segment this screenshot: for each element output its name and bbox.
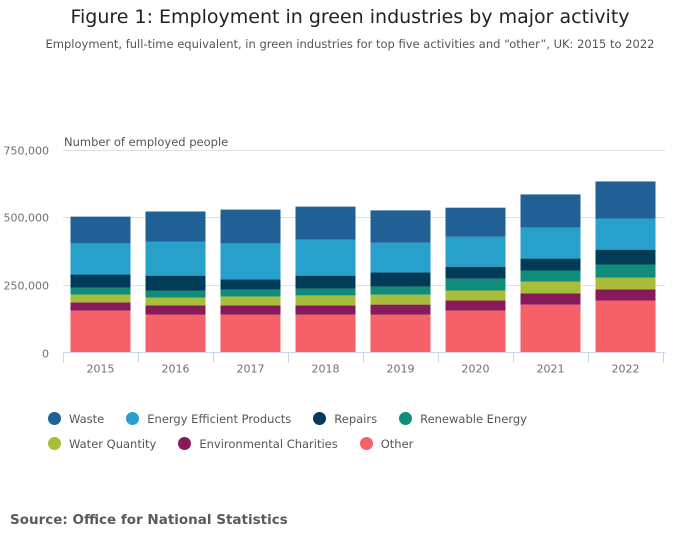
y-tick-label: 750,000 [4, 145, 50, 158]
legend-item-renewable-energy[interactable]: Renewable Energy [399, 406, 527, 431]
bar-segment-waste-2018[interactable] [295, 206, 356, 240]
x-axis: 2015 2016 2017 2018 2019 2020 2021 2022 [63, 352, 665, 376]
bar-segment-environmental-charities-2022[interactable] [595, 289, 656, 301]
legend-marker-icon [126, 412, 140, 425]
bar-segment-repairs-2021[interactable] [520, 258, 581, 271]
bar-segment-water-quantity-2022[interactable] [595, 277, 656, 290]
bar-segment-other-2015[interactable] [70, 310, 131, 353]
bar-segment-other-2017[interactable] [220, 314, 281, 353]
legend-item-other[interactable]: Other [359, 431, 414, 456]
legend-marker-icon [359, 437, 373, 450]
bar-segment-renewable-energy-2018[interactable] [295, 288, 356, 296]
legend-marker-icon [48, 437, 61, 450]
x-tick-label: 2020 [462, 363, 490, 376]
bar-segment-environmental-charities-2018[interactable] [295, 305, 356, 315]
y-axis-ticks: 0 250,000 500,000 750,000 [4, 145, 50, 361]
bar-segment-other-2019[interactable] [370, 314, 431, 353]
chart-subtitle: Employment, full-time equivalent, in gre… [45, 37, 655, 51]
x-tick-label: 2015 [87, 363, 115, 376]
bar-segment-other-2018[interactable] [295, 314, 356, 353]
bar-segment-environmental-charities-2016[interactable] [145, 305, 206, 315]
legend-item-water-quantity[interactable]: Water Quantity [48, 431, 156, 456]
y-axis-label: Number of employed people [64, 135, 229, 149]
legend-label: Waste [69, 411, 105, 426]
x-tick-label: 2022 [612, 363, 640, 376]
bar-segment-environmental-charities-2019[interactable] [370, 304, 431, 315]
bar-segment-waste-2019[interactable] [370, 210, 431, 243]
bar-segment-energy-efficient-products-2016[interactable] [145, 241, 206, 276]
legend-label: Other [380, 436, 414, 451]
bar-segment-other-2016[interactable] [145, 314, 206, 353]
legend-item-repairs[interactable]: Repairs [313, 406, 377, 431]
legend-label: Water Quantity [69, 436, 157, 451]
x-tick-label: 2018 [312, 363, 340, 376]
bar-segment-waste-2015[interactable] [70, 216, 131, 244]
bar-segment-renewable-energy-2021[interactable] [520, 270, 581, 282]
bar-segment-renewable-energy-2020[interactable] [445, 278, 506, 291]
bar-segment-repairs-2016[interactable] [145, 275, 206, 291]
x-tick-label: 2017 [237, 363, 265, 376]
legend-marker-icon [399, 412, 413, 425]
bar-segment-repairs-2018[interactable] [295, 275, 356, 289]
bar-segment-repairs-2019[interactable] [370, 272, 431, 287]
legend-item-energy-efficient-products[interactable]: Energy Efficient Products [126, 406, 291, 431]
y-tick-label: 500,000 [4, 212, 50, 225]
source-note: Source: Office for National Statistics [10, 512, 288, 528]
legend-label: Energy Efficient Products [147, 411, 292, 426]
legend-marker-icon [48, 412, 61, 425]
legend-label: Repairs [334, 411, 378, 426]
legend-item-waste[interactable]: Waste [48, 406, 104, 431]
bar-segment-environmental-charities-2017[interactable] [220, 305, 281, 315]
bar-segment-repairs-2017[interactable] [220, 279, 281, 290]
bar-segment-energy-efficient-products-2022[interactable] [595, 218, 656, 250]
bar-segment-energy-efficient-products-2020[interactable] [445, 236, 506, 267]
bar-segment-water-quantity-2015[interactable] [70, 294, 131, 303]
bar-segment-energy-efficient-products-2017[interactable] [220, 243, 281, 280]
bar-segment-waste-2017[interactable] [220, 209, 281, 244]
bar-segment-energy-efficient-products-2015[interactable] [70, 243, 131, 275]
bar-segment-other-2021[interactable] [520, 304, 581, 353]
bar-segment-repairs-2022[interactable] [595, 249, 656, 265]
bar-segment-water-quantity-2017[interactable] [220, 296, 281, 306]
legend-marker-icon [313, 412, 327, 425]
x-tick-label: 2019 [387, 363, 415, 376]
bar-segment-renewable-energy-2016[interactable] [145, 290, 206, 298]
legend-label: Renewable Energy [420, 411, 527, 426]
bar-segment-water-quantity-2016[interactable] [145, 297, 206, 306]
bar-segment-waste-2022[interactable] [595, 181, 656, 219]
y-tick-label: 250,000 [4, 280, 50, 293]
bar-segment-water-quantity-2021[interactable] [520, 281, 581, 294]
legend-marker-icon [178, 437, 192, 450]
chart-title: Figure 1: Employment in green industries… [70, 6, 630, 28]
bar-segment-energy-efficient-products-2018[interactable] [295, 239, 356, 276]
bar-segment-renewable-energy-2022[interactable] [595, 264, 656, 278]
bar-segment-waste-2021[interactable] [520, 194, 581, 228]
legend-item-environmental-charities[interactable]: Environmental Charities [178, 431, 338, 456]
bar-segment-energy-efficient-products-2021[interactable] [520, 227, 581, 259]
bar-segment-environmental-charities-2021[interactable] [520, 293, 581, 305]
bar-segment-other-2022[interactable] [595, 300, 656, 353]
bar-segment-water-quantity-2018[interactable] [295, 295, 356, 306]
bar-segment-waste-2016[interactable] [145, 211, 206, 242]
bar-segment-environmental-charities-2015[interactable] [70, 302, 131, 311]
bar-segment-other-2020[interactable] [445, 310, 506, 353]
legend-label: Environmental Charities [199, 436, 338, 451]
bars [70, 181, 656, 353]
bar-segment-water-quantity-2020[interactable] [445, 290, 506, 301]
x-tick-label: 2016 [162, 363, 190, 376]
bar-segment-renewable-energy-2019[interactable] [370, 286, 431, 295]
legend: Waste Energy Efficient Products Repairs Ren… [48, 406, 668, 456]
bar-segment-repairs-2020[interactable] [445, 266, 506, 279]
bar-segment-environmental-charities-2020[interactable] [445, 300, 506, 311]
bar-segment-water-quantity-2019[interactable] [370, 294, 431, 305]
bar-segment-renewable-energy-2017[interactable] [220, 289, 281, 297]
x-tick-label: 2021 [537, 363, 565, 376]
y-tick-label: 0 [42, 348, 49, 361]
bar-segment-energy-efficient-products-2019[interactable] [370, 242, 431, 273]
bar-segment-repairs-2015[interactable] [70, 274, 131, 288]
bar-segment-waste-2020[interactable] [445, 207, 506, 237]
bar-segment-renewable-energy-2015[interactable] [70, 287, 131, 295]
